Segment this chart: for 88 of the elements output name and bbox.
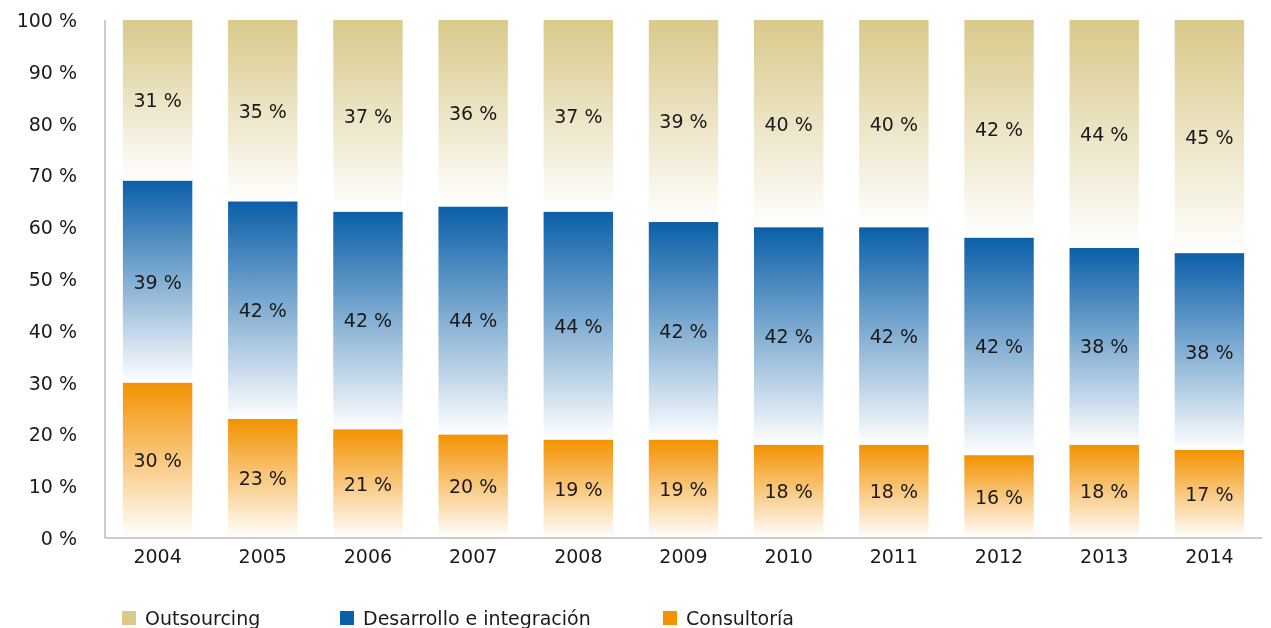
bar [964,455,1034,538]
bar [964,237,1034,456]
bar [859,20,929,228]
data-label: 23 % [238,467,287,490]
bar [648,439,719,538]
legend-label: Consultoría [686,607,794,628]
data-label: 39 % [133,270,182,293]
x-tick-label: 2005 [238,545,287,567]
x-tick-label: 2014 [1185,545,1234,567]
x-tick-label: 2010 [764,545,813,567]
data-label: 44 % [1080,122,1129,145]
data-label: 17 % [1185,482,1234,505]
bar [1069,444,1139,538]
bar [1174,253,1245,450]
bar [1069,247,1139,445]
bar [333,211,403,430]
bar [122,180,193,383]
data-label: 19 % [554,477,603,500]
data-label: 42 % [343,309,393,332]
bar [438,434,508,538]
y-tick-label: 80 % [28,112,77,135]
x-tick-label: 2011 [869,545,919,567]
bar [333,429,403,538]
data-label: 36 % [449,102,498,125]
data-label: 39 % [659,110,708,133]
y-tick-label: 70 % [28,164,77,187]
y-tick-label: 90 % [28,60,77,83]
data-label: 42 % [869,324,918,347]
bar [859,227,929,445]
x-tick-label: 2013 [1080,545,1129,567]
bar [859,444,929,538]
data-label: 30 % [133,449,182,472]
x-tick-label: 2008 [554,545,603,567]
bar [964,20,1034,238]
data-label: 16 % [974,485,1024,508]
x-tick-label: 2012 [974,545,1024,567]
data-label: 38 % [1185,340,1234,363]
bar [228,201,298,419]
y-tick-label: 40 % [28,319,77,342]
bar [1174,20,1245,254]
bar [228,20,298,202]
bar [648,222,719,440]
y-tick-label: 30 % [28,371,77,394]
y-tick-label: 100 % [16,9,77,31]
x-tick-label: 2006 [343,545,393,567]
y-tick-label: 50 % [28,268,77,290]
bar [543,211,614,440]
data-label: 45 % [1185,125,1234,148]
data-label: 44 % [554,314,603,337]
x-tick-label: 2004 [133,545,182,567]
bar [438,20,508,207]
bar [753,227,824,445]
x-tick-label: 2007 [448,545,498,567]
bar [753,444,824,538]
data-label: 20 % [449,475,498,498]
data-label: 42 % [238,299,287,322]
data-label: 18 % [869,480,918,503]
data-label: 31 % [133,89,182,112]
data-label: 42 % [764,324,813,347]
data-label: 35 % [238,99,287,122]
data-label: 18 % [764,480,813,503]
data-label: 37 % [554,104,603,127]
data-label: 40 % [764,112,813,135]
bar [1069,20,1139,248]
bar [753,20,824,228]
bar [1174,449,1245,538]
data-label: 44 % [449,309,498,332]
data-label: 19 % [659,477,708,500]
bar [122,382,193,538]
data-label: 42 % [659,319,708,342]
data-label: 40 % [869,112,918,135]
y-tick-label: 60 % [28,216,77,239]
bar [543,20,614,212]
data-label: 18 % [1080,480,1129,503]
bar [438,206,508,435]
bar [333,20,403,212]
x-tick-label: 2009 [659,545,708,567]
bar [543,439,614,538]
y-tick-label: 20 % [28,423,77,446]
bar [122,20,193,181]
data-label: 42 % [974,335,1024,358]
bar [228,418,298,538]
data-label: 38 % [1080,335,1129,358]
data-label: 37 % [343,104,393,127]
data-label: 42 % [974,117,1024,140]
data-label: 21 % [343,472,393,495]
y-tick-label: 0 % [40,527,77,549]
y-tick-label: 10 % [28,475,77,498]
